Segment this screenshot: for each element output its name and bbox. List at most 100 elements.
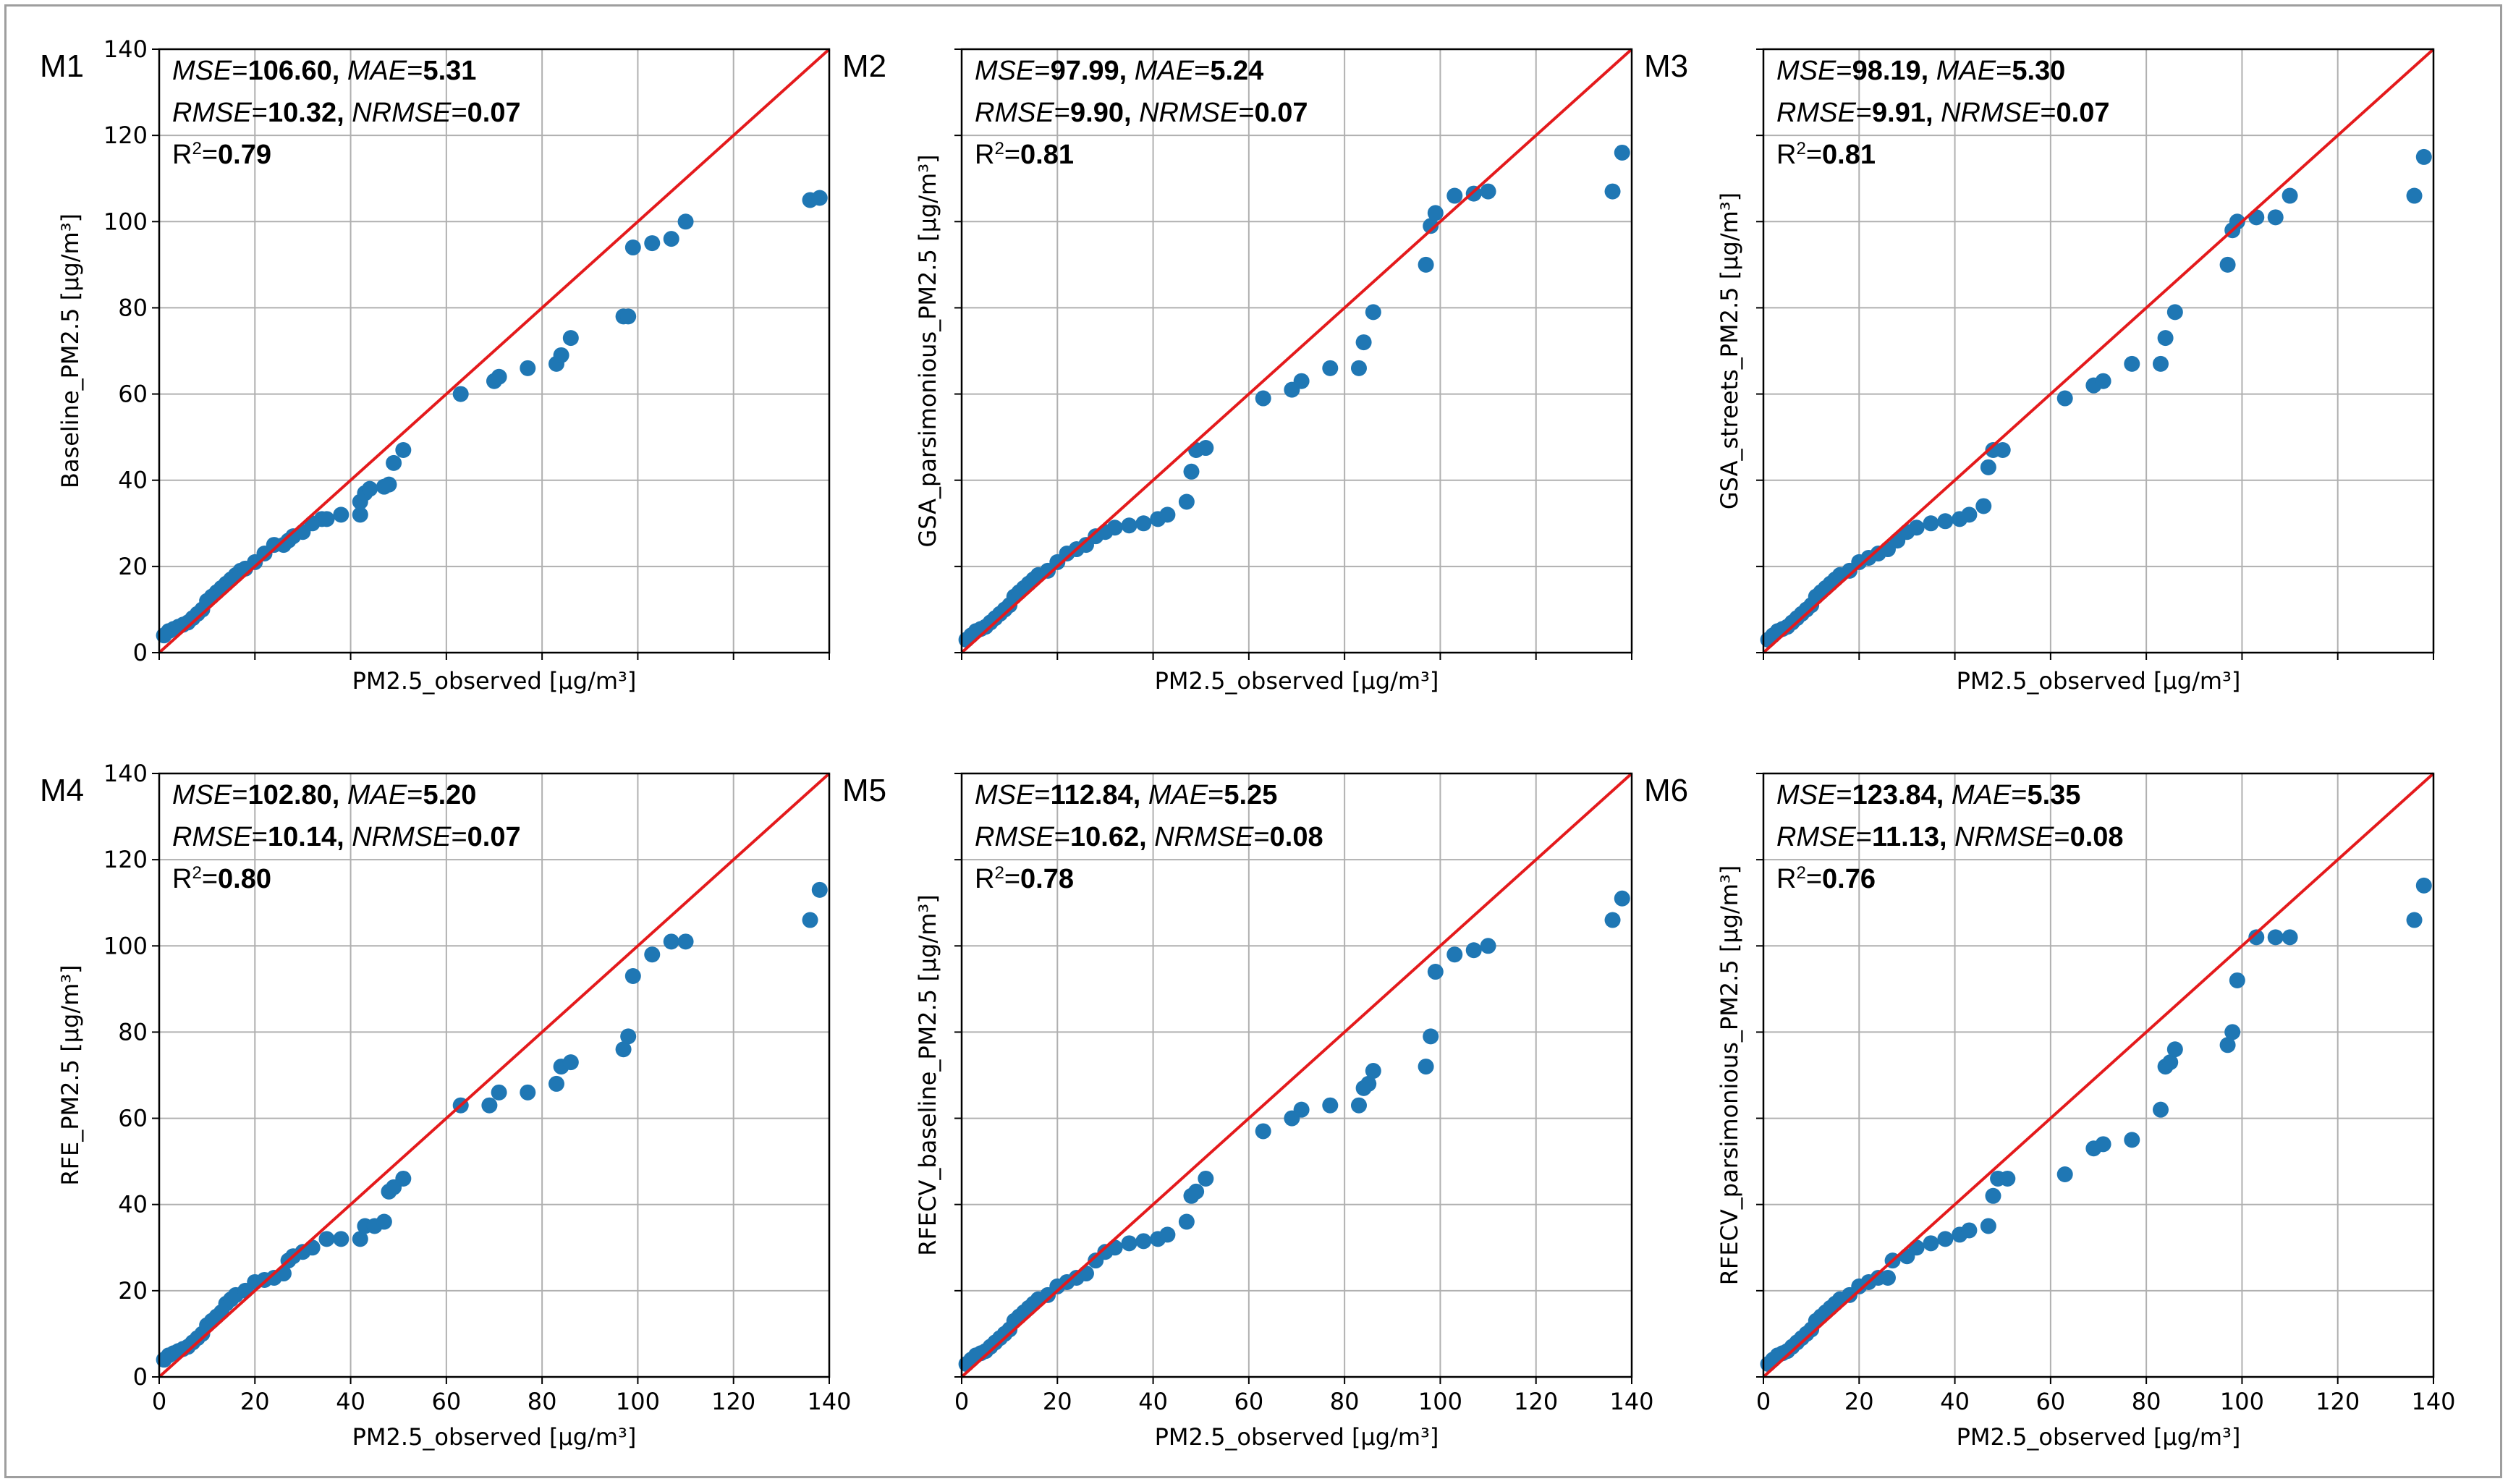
x-tick-label: 80 — [528, 1388, 557, 1415]
scatter-point — [1178, 1213, 1195, 1230]
x-tick-label: 60 — [2035, 1388, 2065, 1415]
scatter-point — [1360, 1075, 1377, 1092]
scatter-point — [2162, 1054, 2179, 1071]
scatter-point — [1418, 1059, 1434, 1075]
scatter-point — [452, 386, 469, 402]
scatter-point — [620, 308, 637, 325]
scatter-point — [386, 454, 402, 471]
scatter-point — [1178, 493, 1195, 510]
scatter-point — [1121, 1235, 1138, 1252]
scatter-point — [1423, 1028, 1439, 1045]
scatter-point — [811, 881, 828, 898]
y-tick-label: 40 — [118, 1191, 148, 1218]
panel-m4: M4 0 20 40 60 80 100 120 140 0 20 40 60 80 100 120 140 PM… — [40, 760, 852, 1451]
scatter-point — [1135, 1233, 1152, 1250]
panel-id-label: M5 — [842, 773, 886, 808]
scatter-points — [958, 890, 1630, 1373]
x-axis-label: PM2.5_observed [µg/m³] — [1155, 667, 1439, 695]
scatter-point — [2229, 213, 2245, 230]
scatter-point — [333, 506, 349, 523]
plot-frame — [1762, 48, 2435, 654]
x-tick-label: 120 — [711, 1388, 755, 1415]
scatter-point — [1350, 360, 1367, 376]
y-tick-label: 120 — [103, 122, 148, 149]
scatter-point — [1365, 304, 1381, 321]
scatter-point — [1183, 463, 1200, 480]
metric-r2: R2=0.81 — [1776, 139, 1876, 171]
scatter-point — [333, 1231, 349, 1247]
scatter-point — [1908, 1239, 1925, 1256]
scatter-point — [2415, 148, 2432, 165]
identity-line — [1762, 772, 2435, 1378]
scatter-point — [644, 235, 661, 252]
scatter-points — [1760, 148, 2432, 648]
figure-frame — [4, 4, 2502, 1478]
x-tick-label: 0 — [1756, 1388, 1771, 1415]
metric-mse-mae: MSE=123.84, MAE=5.35 — [1776, 780, 2080, 810]
scatter-point — [1293, 1101, 1310, 1118]
scatter-point — [1908, 520, 1925, 536]
x-axis-label: PM2.5_observed [µg/m³] — [1957, 667, 2241, 695]
scatter-point — [1121, 517, 1138, 534]
metric-mse-mae: MSE=97.99, MAE=5.24 — [975, 56, 1263, 86]
x-axis-label: PM2.5_observed [µg/m³] — [352, 667, 637, 695]
scatter-point — [644, 946, 661, 963]
identity-line — [158, 772, 831, 1378]
scatter-point — [1423, 218, 1439, 234]
y-axis-label: GSA_parsimonious_PM2.5 [µg/m³] — [914, 154, 941, 547]
scatter-point — [1198, 1170, 1214, 1187]
identity-line — [1762, 48, 2435, 654]
scatter-point — [1106, 520, 1123, 536]
x-axis-label: PM2.5_observed [µg/m³] — [1155, 1423, 1439, 1451]
scatter-point — [1604, 183, 1621, 200]
scatter-point — [1418, 256, 1434, 273]
y-tick-label: 100 — [103, 208, 148, 235]
scatter-point — [1980, 1218, 1996, 1234]
plot-frame — [158, 772, 831, 1378]
scatter-points — [156, 190, 828, 644]
metric-r2: R2=0.79 — [172, 139, 271, 171]
scatter-point — [1446, 187, 1463, 204]
x-tick-label: 20 — [1844, 1388, 1874, 1415]
metric-r2: R2=0.80 — [172, 863, 271, 895]
panel-id-label: M6 — [1644, 773, 1688, 808]
scatter-point — [2406, 912, 2423, 928]
x-tick-label: 60 — [431, 1388, 461, 1415]
scatter-point — [2152, 1101, 2169, 1118]
scatter-point — [548, 1075, 564, 1092]
scatter-point — [562, 330, 579, 347]
x-tick-label: 140 — [2411, 1388, 2455, 1415]
scatter-point — [2415, 877, 2432, 894]
panel-m5: M5 0 20 40 60 80 100 120 140 PM2.5_observed [µg/m… — [842, 772, 1654, 1451]
scatter-point — [362, 480, 378, 497]
x-axis-label: PM2.5_observed [µg/m³] — [352, 1423, 637, 1451]
scatter-point — [620, 1028, 637, 1045]
scatter-point — [1937, 513, 1954, 530]
x-tick-label: 40 — [1940, 1388, 1970, 1415]
scatter-point — [663, 933, 679, 950]
identity-line — [960, 772, 1633, 1378]
scatter-point — [1465, 942, 1482, 959]
scatter-point — [2219, 1037, 2236, 1053]
panel-id-label: M2 — [842, 48, 886, 84]
scatter-points — [156, 881, 828, 1368]
scatter-point — [1879, 1269, 1896, 1286]
panel-id-label: M4 — [40, 773, 84, 808]
panel-m2: M2 PM2.5_observed [µg/m³] GSA_parsimonious… — [842, 48, 1633, 695]
x-tick-label: 140 — [1609, 1388, 1653, 1415]
plot-frame — [1762, 772, 2435, 1378]
scatter-point — [1322, 360, 1339, 376]
scatter-point — [376, 1213, 392, 1230]
scatter-point — [1980, 459, 1996, 475]
scatter-point — [1923, 515, 1939, 532]
metric-rmse-nrmse: RMSE=11.13, NRMSE=0.08 — [1776, 822, 2124, 852]
scatter-point — [1159, 506, 1176, 523]
metric-rmse-nrmse: RMSE=10.14, NRMSE=0.07 — [172, 822, 521, 852]
scatter-point — [304, 1239, 321, 1256]
scatter-point — [2166, 1041, 2183, 1058]
scatter-point — [562, 1054, 579, 1071]
plot-frame — [960, 772, 1633, 1378]
identity-line — [158, 48, 831, 654]
scatter-point — [2219, 256, 2236, 273]
scatter-point — [1937, 1231, 1954, 1247]
